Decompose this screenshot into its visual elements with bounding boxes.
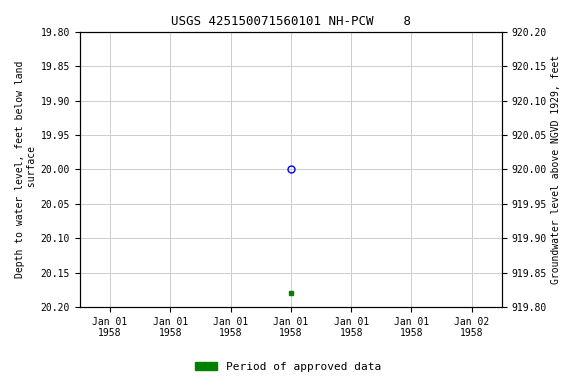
Y-axis label: Groundwater level above NGVD 1929, feet: Groundwater level above NGVD 1929, feet	[551, 55, 561, 284]
Y-axis label: Depth to water level, feet below land
 surface: Depth to water level, feet below land su…	[15, 61, 37, 278]
Legend: Period of approved data: Period of approved data	[191, 358, 385, 377]
Title: USGS 425150071560101 NH-PCW    8: USGS 425150071560101 NH-PCW 8	[171, 15, 411, 28]
